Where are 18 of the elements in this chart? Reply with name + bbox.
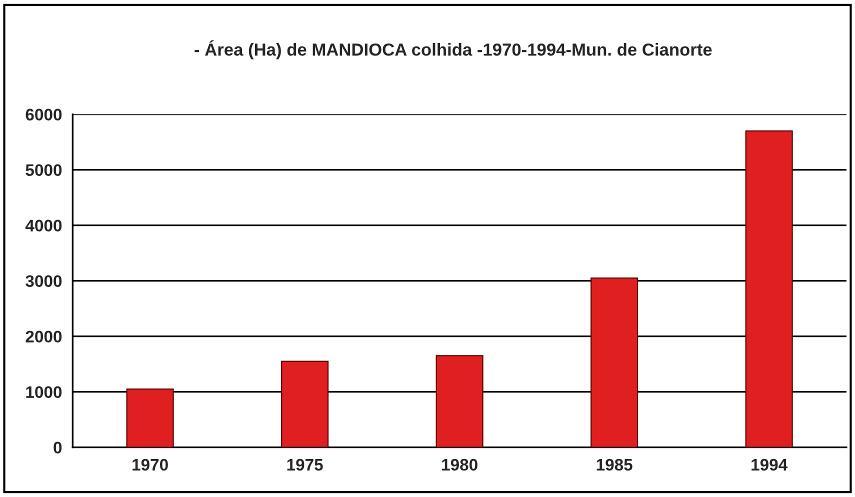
x-tick-label: 1985 bbox=[596, 458, 632, 471]
y-tick-label: 1000 bbox=[26, 386, 62, 398]
x-tick-label: 1994 bbox=[752, 458, 788, 471]
chart-title: - Área (Ha) de MANDIOCA colhida -1970-1994-Mun. de Cianorte bbox=[194, 40, 712, 60]
y-tick-label: 3000 bbox=[26, 275, 62, 288]
y-tick-label: 5000 bbox=[26, 164, 62, 176]
x-tick-label: 1975 bbox=[287, 458, 323, 471]
bar bbox=[281, 360, 329, 448]
bar bbox=[126, 388, 174, 448]
y-tick-label: 2000 bbox=[26, 330, 62, 343]
x-tick-label: 1980 bbox=[442, 458, 478, 471]
y-tick-label: 0 bbox=[54, 442, 62, 454]
x-tick-label: 1970 bbox=[132, 458, 168, 471]
y-tick-label: 4000 bbox=[25, 220, 62, 232]
y-tick-label: 6000 bbox=[26, 108, 62, 121]
bar bbox=[436, 355, 484, 448]
bar bbox=[590, 277, 638, 448]
bar bbox=[745, 130, 793, 448]
